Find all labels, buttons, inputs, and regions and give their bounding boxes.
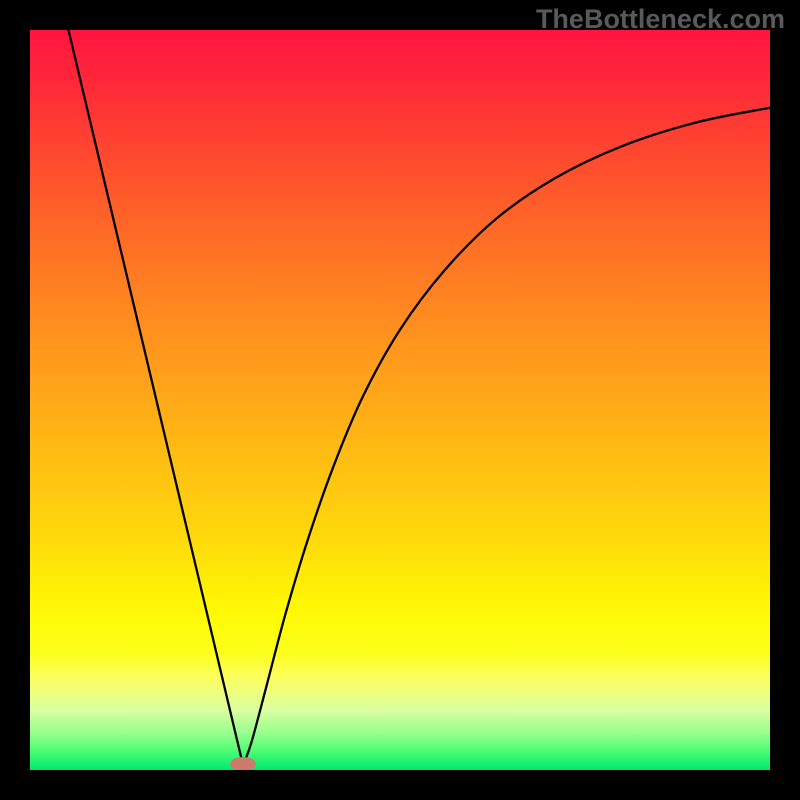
plot-background [30,30,770,770]
watermark-text: TheBottleneck.com [536,4,785,35]
plot-area [30,30,770,770]
plot-svg [30,30,770,770]
min-marker [230,757,256,770]
